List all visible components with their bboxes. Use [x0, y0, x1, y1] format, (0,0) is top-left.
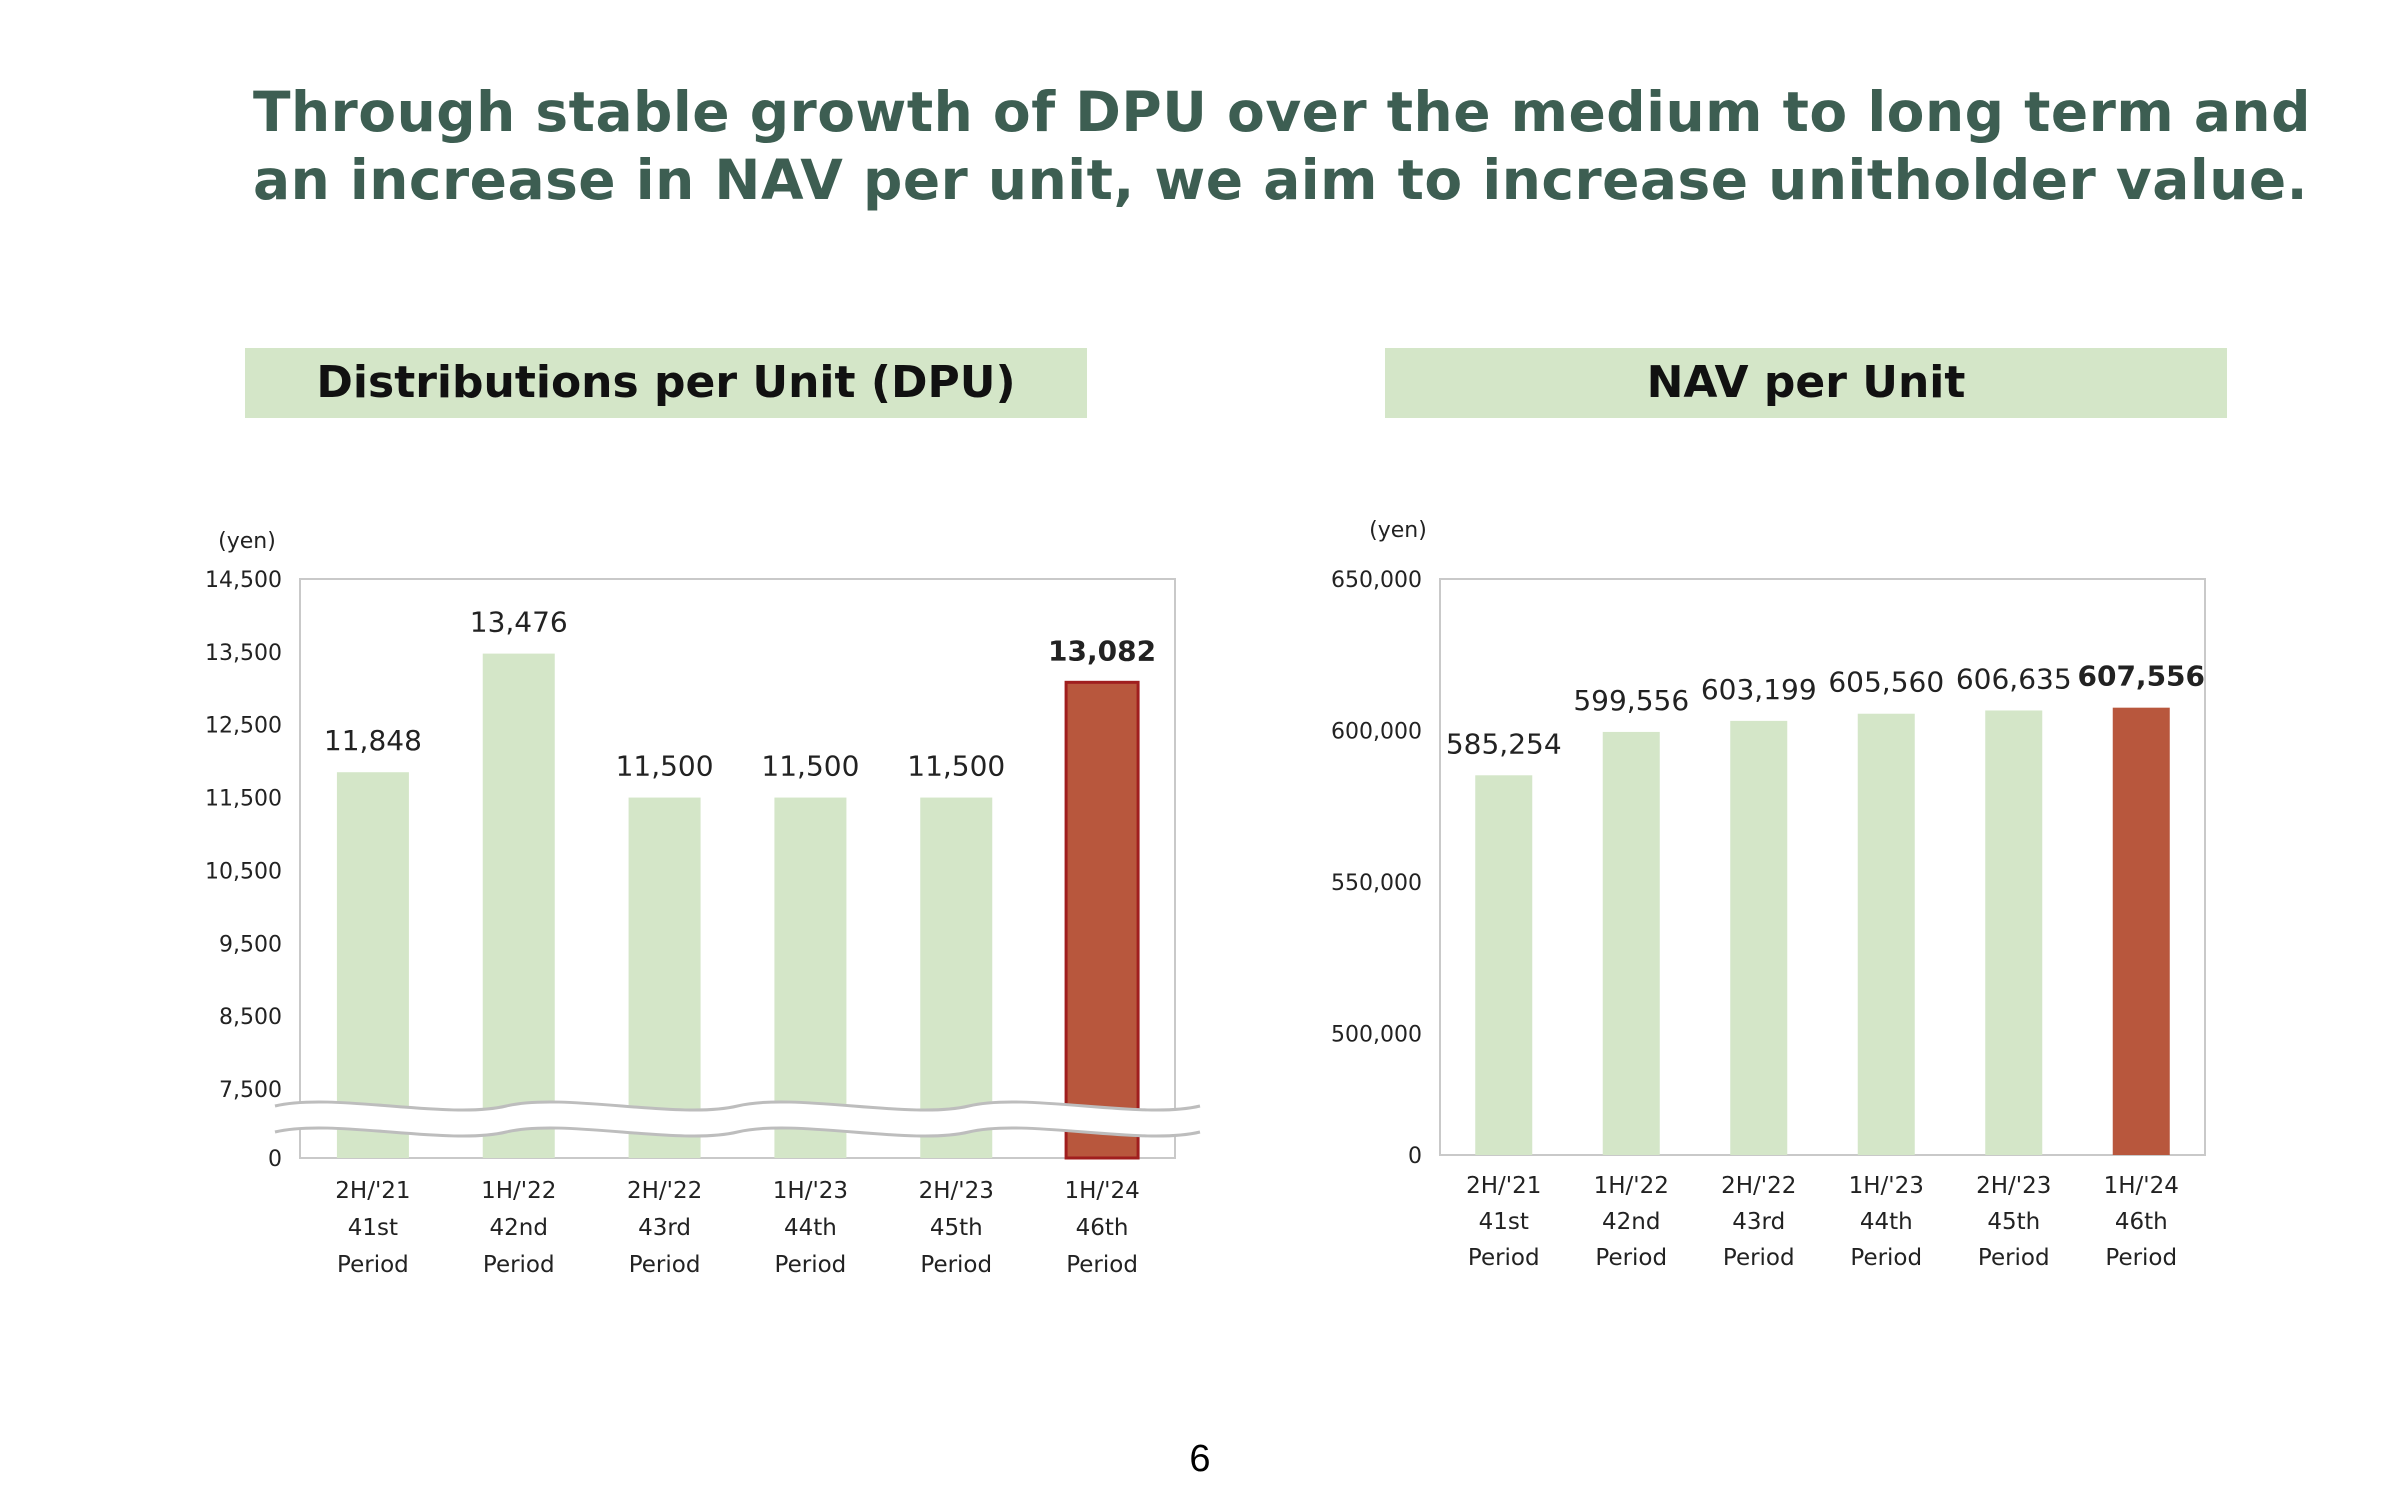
axis-break-line: [274, 1100, 1201, 1112]
data-label: 605,560: [1828, 666, 1944, 699]
x-tick-label: 1H/'23: [1849, 1173, 1924, 1199]
x-tick-label: 1H/'23: [773, 1178, 848, 1204]
y-tick-label: 8,500: [219, 1005, 282, 1030]
page-headline: Through stable growth of DPU over the me…: [253, 78, 2311, 214]
y-tick-label: 650,000: [1331, 568, 1422, 593]
x-tick-label: Period: [920, 1252, 992, 1278]
bar: [1857, 713, 1915, 1155]
x-tick-label: Period: [1850, 1245, 1922, 1271]
bar: [2112, 707, 2170, 1155]
y-tick-label: 11,500: [205, 787, 282, 812]
x-tick-label: 43rd: [638, 1215, 691, 1241]
x-tick-label: Period: [1595, 1245, 1667, 1271]
x-tick-label: 2H/'21: [335, 1178, 410, 1204]
bar: [774, 797, 847, 1158]
data-label: 11,500: [907, 750, 1005, 783]
y-tick-label: 13,500: [205, 641, 282, 666]
y-tick-label-zero: 0: [268, 1147, 282, 1172]
x-tick-label: 2H/'22: [1721, 1173, 1796, 1199]
data-label: 11,500: [761, 750, 859, 783]
x-tick-label: Period: [1468, 1245, 1540, 1271]
bar: [1730, 720, 1788, 1155]
x-tick-label: 1H/'24: [2104, 1173, 2179, 1199]
x-tick-label: 45th: [930, 1215, 983, 1241]
plot-frame: [1439, 578, 2206, 1156]
y-tick-label: 600,000: [1331, 720, 1422, 745]
x-tick-label: Period: [337, 1252, 409, 1278]
bar: [628, 797, 701, 1158]
x-tick-label: 42nd: [490, 1215, 548, 1241]
x-tick-label: 2H/'23: [919, 1178, 994, 1204]
x-tick-label: 45th: [1987, 1209, 2040, 1235]
y-tick-label: 7,500: [219, 1078, 282, 1103]
data-label: 599,556: [1573, 684, 1689, 717]
dpu-bar-chart: (yen) 7,500 8,500 9,500 10,500 11,500 12,500 13…: [180, 500, 1220, 1320]
plot-frame: [299, 578, 1176, 1159]
data-label: 13,082: [1048, 634, 1156, 667]
bar: [482, 653, 555, 1158]
dpu-chart-title: Distributions per Unit (DPU): [245, 348, 1087, 418]
data-label: 607,556: [2077, 660, 2205, 693]
x-tick-label: 2H/'23: [1976, 1173, 2051, 1199]
y-tick-label: 12,500: [205, 714, 282, 739]
data-label: 606,635: [1956, 662, 2072, 695]
x-tick-label: 2H/'21: [1466, 1173, 1541, 1199]
nav-bar-chart: (yen) 500,000 550,000 600,000 650,000 0 585,25…: [1315, 500, 2250, 1320]
x-tick-label: Period: [775, 1252, 847, 1278]
headline-line-2: an increase in NAV per unit, we aim to i…: [253, 148, 2309, 212]
y-axis-unit-label: (yen): [218, 529, 276, 554]
x-tick-label: Period: [1978, 1245, 2050, 1271]
x-tick-label: Period: [483, 1252, 555, 1278]
axis-break-line: [274, 1126, 1201, 1138]
x-tick-label: Period: [2105, 1245, 2177, 1271]
bar: [1475, 775, 1533, 1155]
x-tick-label: 1H/'22: [481, 1178, 556, 1204]
x-tick-label: 41st: [348, 1215, 398, 1241]
bar: [1602, 731, 1660, 1155]
x-tick-label: Period: [629, 1252, 701, 1278]
y-tick-label: 9,500: [219, 932, 282, 957]
x-tick-label: Period: [1723, 1245, 1795, 1271]
data-label: 603,199: [1701, 673, 1817, 706]
y-axis-unit-label: (yen): [1369, 518, 1427, 543]
y-tick-label: 500,000: [1331, 1023, 1422, 1048]
y-tick-label: 10,500: [205, 859, 282, 884]
bar: [920, 797, 993, 1158]
x-tick-label: 44th: [784, 1215, 837, 1241]
y-tick-label: 14,500: [205, 568, 282, 593]
y-tick-label: 550,000: [1331, 871, 1422, 896]
x-tick-label: 46th: [1076, 1215, 1129, 1241]
axis-break-band: [275, 1101, 1200, 1137]
x-tick-label: 42nd: [1602, 1209, 1660, 1235]
x-tick-label: 41st: [1479, 1209, 1529, 1235]
data-label: 11,500: [616, 750, 714, 783]
y-tick-label-zero: 0: [1408, 1144, 1422, 1169]
data-label: 585,254: [1446, 727, 1562, 760]
bar: [1064, 680, 1140, 1160]
x-tick-label: 1H/'24: [1064, 1178, 1139, 1204]
page-number: 6: [1189, 1438, 1211, 1480]
x-tick-label: 43rd: [1732, 1209, 1785, 1235]
x-tick-label: 46th: [2115, 1209, 2168, 1235]
bar: [1985, 710, 2043, 1155]
bar: [336, 772, 409, 1158]
data-label: 11,848: [324, 724, 422, 757]
nav-chart-title: NAV per Unit: [1385, 348, 2227, 418]
x-tick-label: 44th: [1860, 1209, 1913, 1235]
x-tick-label: Period: [1066, 1252, 1138, 1278]
data-label: 13,476: [470, 606, 568, 639]
headline-line-1: Through stable growth of DPU over the me…: [253, 80, 2311, 144]
x-tick-label: 1H/'22: [1594, 1173, 1669, 1199]
x-tick-label: 2H/'22: [627, 1178, 702, 1204]
